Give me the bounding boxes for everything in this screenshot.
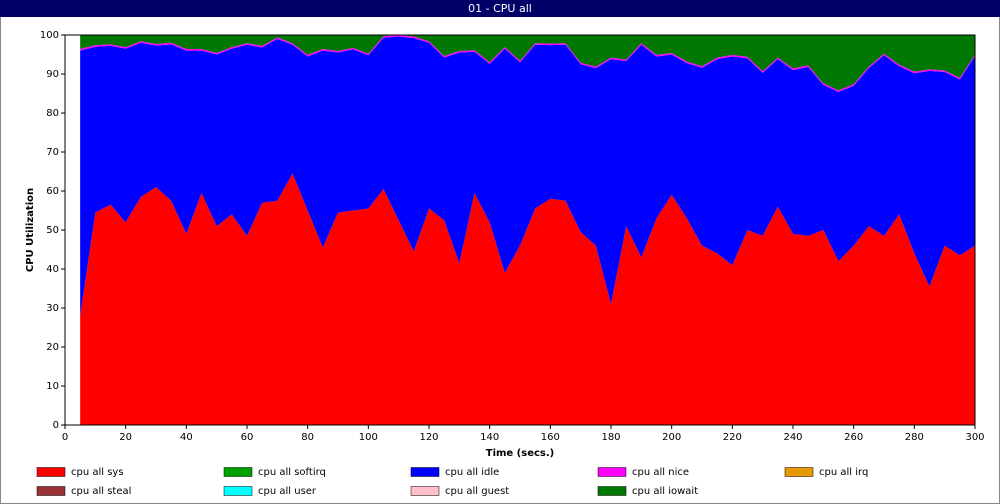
legend-label: cpu all sys xyxy=(71,467,124,478)
x-tick-label: 40 xyxy=(180,432,193,443)
y-tick-label: 20 xyxy=(46,342,59,353)
x-tick-label: 60 xyxy=(241,432,254,443)
y-tick-label: 80 xyxy=(46,108,59,119)
legend-label: cpu all iowait xyxy=(632,486,698,497)
legend-swatch xyxy=(36,486,66,496)
legend-swatch xyxy=(597,486,627,496)
y-tick-label: 10 xyxy=(46,381,59,392)
area xyxy=(80,173,975,425)
legend-label: cpu all user xyxy=(258,486,317,497)
legend-swatch xyxy=(597,467,627,477)
legend-swatch xyxy=(223,486,253,496)
legend-label: cpu all irq xyxy=(819,467,868,478)
x-tick-label: 280 xyxy=(905,432,924,443)
x-tick-label: 180 xyxy=(601,432,620,443)
y-tick-label: 60 xyxy=(46,186,59,197)
x-axis-label: Time (secs.) xyxy=(486,448,555,459)
area xyxy=(80,36,975,316)
y-tick-label: 30 xyxy=(46,303,59,314)
x-tick-label: 20 xyxy=(119,432,132,443)
legend-swatch xyxy=(223,467,253,477)
legend-label: cpu all nice xyxy=(632,467,689,478)
legend-label: cpu all guest xyxy=(445,486,509,497)
legend-label: cpu all steal xyxy=(71,486,131,497)
y-tick-label: 90 xyxy=(46,69,59,80)
legend-swatch xyxy=(784,467,814,477)
x-tick-label: 100 xyxy=(359,432,378,443)
x-tick-label: 260 xyxy=(844,432,863,443)
y-tick-label: 50 xyxy=(46,225,59,236)
x-tick-label: 240 xyxy=(783,432,802,443)
x-tick-label: 300 xyxy=(965,432,984,443)
x-tick-label: 120 xyxy=(419,432,438,443)
x-tick-label: 160 xyxy=(541,432,560,443)
y-tick-label: 100 xyxy=(40,30,59,41)
chart-title: 01 - CPU all xyxy=(468,2,532,15)
area xyxy=(80,35,975,91)
y-tick-label: 70 xyxy=(46,147,59,158)
legend-label: cpu all idle xyxy=(445,467,499,478)
y-axis-label: CPU Utilization xyxy=(25,188,36,272)
x-tick-label: 200 xyxy=(662,432,681,443)
x-tick-label: 0 xyxy=(62,432,68,443)
x-tick-label: 140 xyxy=(480,432,499,443)
x-tick-label: 80 xyxy=(301,432,314,443)
legend-swatch xyxy=(36,467,66,477)
y-tick-label: 0 xyxy=(53,420,59,431)
y-tick-label: 40 xyxy=(46,264,59,275)
x-tick-label: 220 xyxy=(723,432,742,443)
legend-swatch xyxy=(410,486,440,496)
title-bar xyxy=(0,0,1000,17)
legend-label: cpu all softirq xyxy=(258,467,326,478)
legend-swatch xyxy=(410,467,440,477)
